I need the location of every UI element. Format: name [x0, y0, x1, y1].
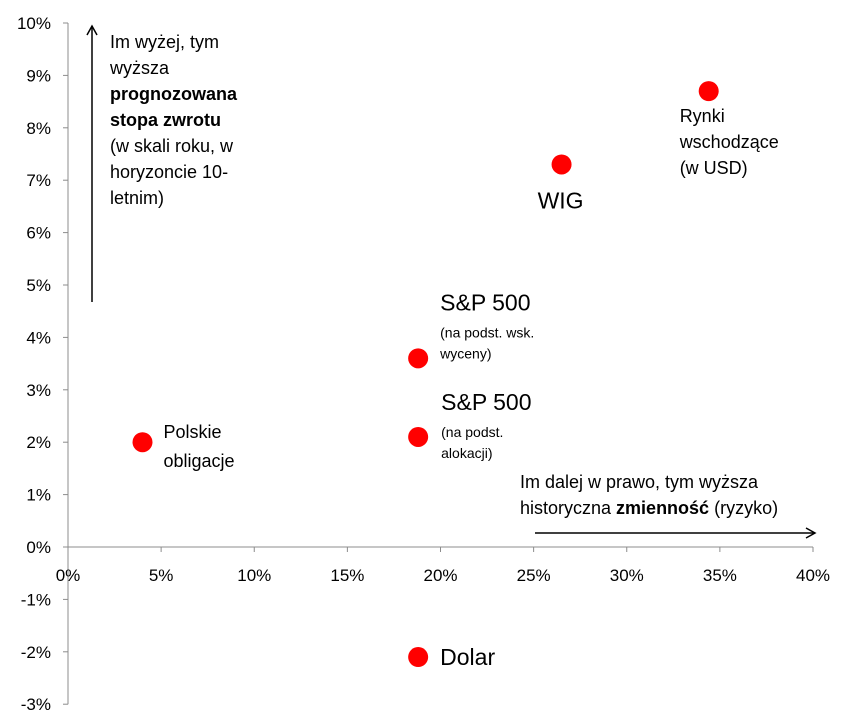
annotation-line: wyższa [110, 58, 170, 78]
y-tick-label: 3% [26, 381, 51, 400]
x-tick-label: 25% [517, 566, 551, 585]
point-label: Polskie [164, 422, 222, 442]
point-label: (na podst. [441, 424, 503, 440]
annotation-line: (w skali roku, w [110, 136, 234, 156]
point-labels: Rynki wschodzące (w USD) WIG S&P 500 (na pods… [164, 106, 779, 670]
y-tick-label: 10% [17, 14, 51, 33]
annotation-line: Im wyżej, tym [110, 32, 220, 52]
point-label: obligacje [164, 451, 235, 471]
annotation-line: historyczna zmienność (ryzyko) [520, 495, 778, 521]
point-label: wyceny) [439, 345, 491, 361]
axes [63, 22, 814, 705]
x-tick-label: 5% [149, 566, 174, 585]
x-tick-label: 15% [330, 566, 364, 585]
point-label: S&P 500 [440, 289, 530, 315]
annotation-text: (ryzyko) [709, 498, 779, 518]
annotation-line: letnim) [110, 188, 165, 208]
point-label: S&P 500 [441, 389, 531, 415]
y-tick-label: 2% [26, 433, 51, 452]
y-tick-label: 1% [26, 486, 51, 505]
data-point [408, 426, 429, 447]
point-label: Rynki [680, 106, 725, 126]
data-point [408, 348, 429, 369]
vertical-annotation: Im wyżej, tym wyższa prognozowana stopa … [110, 29, 237, 211]
y-tick-label: 5% [26, 276, 51, 295]
y-tick-label: 8% [26, 119, 51, 138]
annotation-bold: zmienność [616, 498, 710, 518]
annotation-bold-line: stopa zwrotu [110, 110, 221, 130]
y-tick-label: -2% [21, 643, 51, 662]
annotation-line: horyzoncie 10- [110, 162, 229, 182]
data-point [551, 154, 572, 175]
x-tick-label: 30% [610, 566, 644, 585]
tick-labels: 10% 9% 8% 7% 6% 5% 4% 3% 2% 1% 0% -1% -2% -3% 0% 5% 10% 1… [17, 14, 830, 714]
y-tick-label: 7% [26, 171, 51, 190]
horizontal-annotation: Im dalej w prawo, tym wyższa historyczna… [520, 469, 778, 521]
x-tick-label: 40% [796, 566, 830, 585]
annotation-bold-line: prognozowana [110, 84, 237, 104]
x-tick-label: 35% [703, 566, 737, 585]
x-tick-label: 0% [56, 566, 81, 585]
y-tick-label: -1% [21, 590, 51, 609]
point-label: wschodzące [679, 132, 779, 152]
point-label: (na podst. wsk. [440, 324, 534, 340]
x-tick-label: 10% [237, 566, 271, 585]
point-label: alokacji) [441, 445, 492, 461]
y-tick-label: 9% [26, 66, 51, 85]
data-points [132, 81, 719, 668]
point-label: WIG [538, 187, 584, 213]
point-label: (w USD) [680, 158, 748, 178]
y-tick-label: 6% [26, 224, 51, 243]
data-point [698, 81, 719, 102]
y-tick-label: -3% [21, 695, 51, 714]
annotation-text: historyczna [520, 498, 617, 518]
y-tick-label: 0% [26, 538, 51, 557]
annotation-line: Im dalej w prawo, tym wyższa [520, 472, 759, 492]
data-point [132, 432, 153, 453]
x-tick-label: 20% [423, 566, 457, 585]
point-label: Dolar [440, 644, 495, 670]
data-point [408, 647, 429, 668]
annotation-arrows [86, 24, 817, 539]
y-tick-label: 4% [26, 328, 51, 347]
